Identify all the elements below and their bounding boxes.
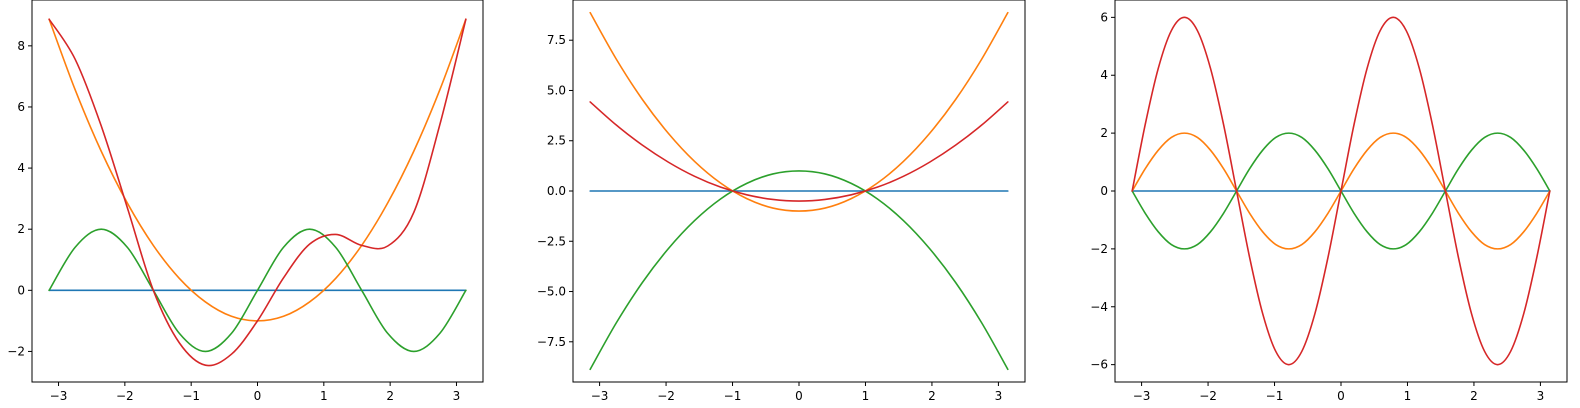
chart-2-series-3-line [589, 170, 1009, 371]
chart-3-x-tick-label-2: −2 [1199, 389, 1217, 403]
chart-1-y-tick-label-2: 0 [17, 283, 25, 297]
chart-1-series-group [48, 18, 467, 367]
chart-2-series-2-line [589, 11, 1009, 212]
chart-1-x-tick-label-4: 0 [254, 389, 262, 403]
chart-1-x-tick-label-2: −2 [116, 389, 134, 403]
chart-1: −3 −2 −1 0 1 2 3 −2 0 2 4 6 8 [7, 0, 484, 403]
chart-2-y-tick-label-4: 0.0 [547, 184, 566, 198]
chart-3-y-tick-label-3: −2 [1090, 242, 1108, 256]
chart-3-y-tick-label-7: 6 [1100, 10, 1108, 24]
chart-2-x-tick-label-5: 1 [862, 389, 870, 403]
chart-2-y-tick-label-5: 2.5 [547, 134, 566, 148]
chart-3-x-tick-label-5: 1 [1404, 389, 1412, 403]
chart-1-y-tick-label-4: 4 [17, 161, 25, 175]
chart-3-x-tick-label-4: 0 [1337, 389, 1345, 403]
chart-3-series-4-line [1131, 16, 1551, 366]
chart-2-x-tick-label-4: 0 [795, 389, 803, 403]
chart-2-y-tick-label-2: −5.0 [537, 285, 566, 299]
chart-1-y-tick-label-6: 8 [17, 39, 25, 53]
chart-1-series-4-line [48, 18, 467, 367]
chart-3-x-tick-label-7: 3 [1537, 389, 1545, 403]
chart-2-x-tick-label-7: 3 [995, 389, 1003, 403]
chart-1-series-3-line [48, 228, 467, 353]
chart-1-x-tick-label-7: 3 [453, 389, 461, 403]
chart-3-y-tick-label-1: −6 [1090, 358, 1108, 372]
chart-2-y-tick-label-3: −2.5 [537, 234, 566, 248]
chart-3: −3 −2 −1 0 1 2 3 −6 −4 −2 0 2 4 6 [1090, 0, 1568, 403]
chart-1-x-tick-label-6: 2 [386, 389, 394, 403]
chart-3-x-tick-label-1: −3 [1133, 389, 1151, 403]
chart-2-series-group [589, 11, 1009, 371]
chart-2-y-tick-label-7: 7.5 [547, 33, 566, 47]
chart-3-y-tick-label-2: −4 [1090, 300, 1108, 314]
chart-2-x-tick-label-6: 2 [928, 389, 936, 403]
chart-1-x-tick-label-3: −1 [182, 389, 200, 403]
chart-1-y-tick-label-3: 2 [17, 222, 25, 236]
chart-2: −3 −2 −1 0 1 2 3 −7.5 −5.0 −2.5 0.0 2.5 5.0 7.5 [537, 0, 1026, 403]
chart-1-x-tick-label-5: 1 [320, 389, 328, 403]
chart-3-y-tick-label-4: 0 [1100, 184, 1108, 198]
chart-1-x-tick-label-1: −3 [50, 389, 68, 403]
chart-3-y-tick-label-5: 2 [1100, 126, 1108, 140]
chart-2-x-tick-label-3: −1 [724, 389, 742, 403]
chart-3-x-tick-label-6: 2 [1470, 389, 1478, 403]
chart-2-y-tick-label-1: −7.5 [537, 335, 566, 349]
chart-3-series-group [1131, 16, 1551, 366]
chart-1-y-tick-label-1: −2 [7, 344, 25, 358]
chart-2-x-tick-label-2: −2 [657, 389, 675, 403]
chart-3-y-tick-label-6: 4 [1100, 68, 1108, 82]
chart-2-series-4-line [589, 101, 1009, 202]
chart-2-x-tick-label-1: −3 [591, 389, 609, 403]
chart-2-y-tick-label-6: 5.0 [547, 83, 566, 97]
chart-1-y-tick-label-5: 6 [17, 100, 25, 114]
chart-3-x-tick-label-3: −1 [1266, 389, 1284, 403]
